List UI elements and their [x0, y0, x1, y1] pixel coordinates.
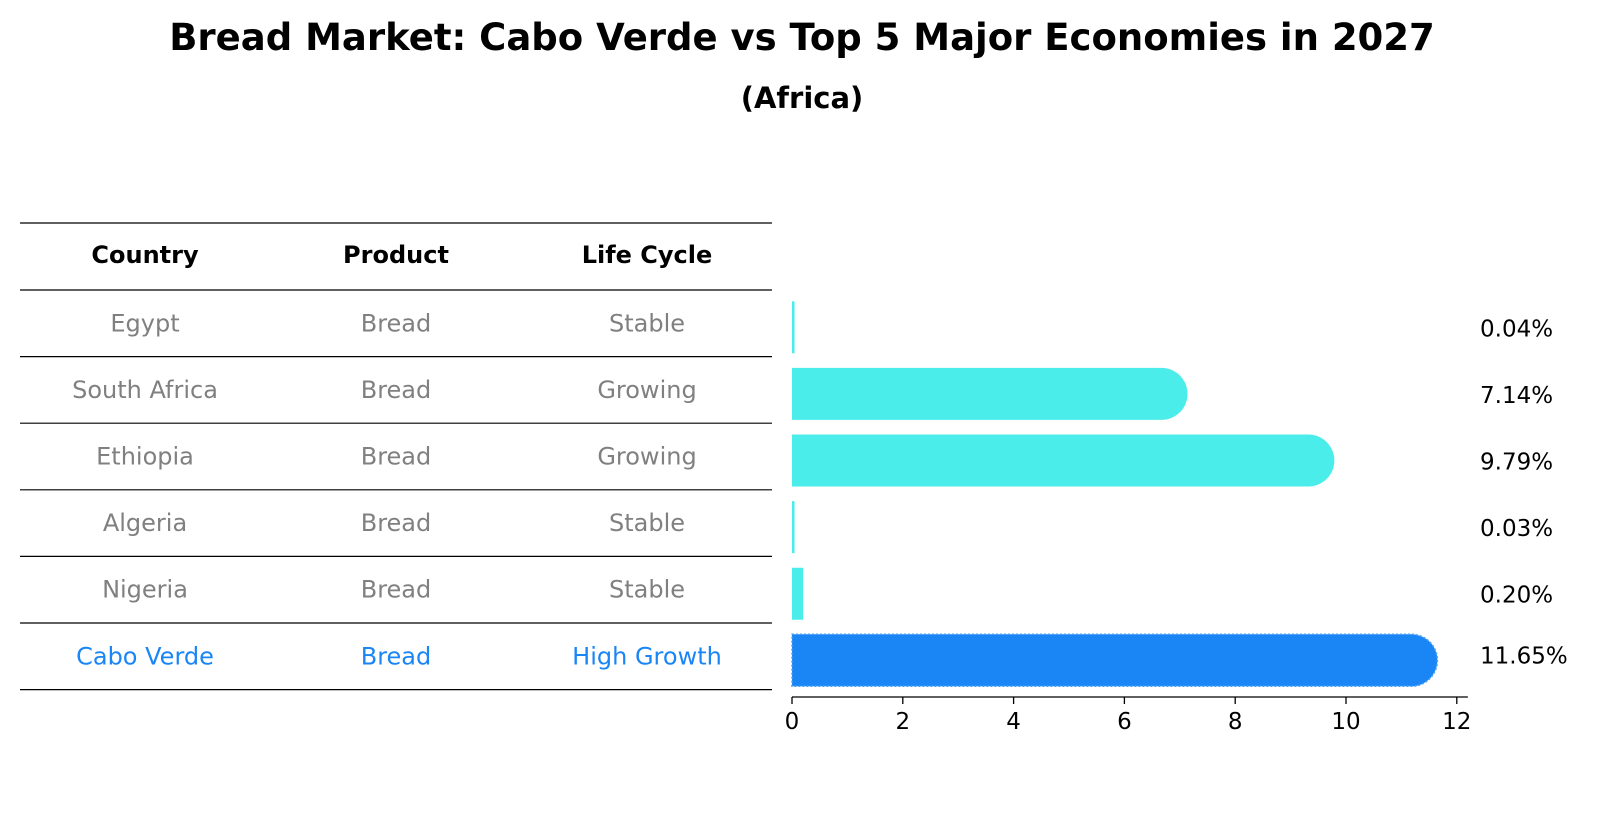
x-tick-label: 6 [1117, 709, 1132, 735]
table-cell-country: Cabo Verde [76, 642, 214, 670]
x-tick-label: 2 [895, 709, 910, 735]
table-cell-product: Bread [361, 509, 432, 537]
bar-south-africa [792, 367, 1188, 420]
bar-series [791, 301, 1439, 688]
table-header-country: Country [91, 241, 199, 269]
x-tick-label: 8 [1228, 709, 1243, 735]
table-cell-product: Bread [361, 376, 432, 404]
value-label: 0.03% [1480, 516, 1553, 542]
value-label: 9.79% [1480, 450, 1553, 476]
x-axis: 0 2 4 6 8 10 12 [785, 696, 1471, 735]
table-cell-country: Algeria [103, 509, 187, 537]
x-tick-label: 12 [1442, 709, 1471, 735]
table-cell-product: Bread [361, 443, 432, 471]
table-cell-life-cycle: Stable [609, 309, 685, 337]
chart-title: Bread Market: Cabo Verde vs Top 5 Major … [169, 16, 1435, 59]
bar-algeria [792, 501, 795, 554]
table-cell-country: Ethiopia [96, 443, 194, 471]
table-cell-life-cycle: High Growth [572, 642, 722, 670]
table-cell-country: Egypt [110, 309, 179, 337]
value-label: 0.04% [1480, 316, 1553, 342]
x-tick-label: 0 [785, 709, 800, 735]
x-tick-label: 4 [1006, 709, 1021, 735]
table-cell-life-cycle: Stable [609, 576, 685, 604]
table-cell-product: Bread [361, 309, 432, 337]
data-table: Country Product Life Cycle Egypt Bread Sta… [20, 222, 772, 691]
x-tick-label: 10 [1331, 709, 1360, 735]
chart-subtitle: (Africa) [741, 81, 864, 115]
value-labels: 0.04% 7.14% 9.79% 0.03% 0.20% 11.65% [1480, 316, 1568, 669]
bar-cabo-verde [791, 633, 1439, 688]
table-cell-life-cycle: Growing [597, 443, 696, 471]
value-label: 7.14% [1480, 383, 1553, 409]
table-cell-product: Bread [361, 642, 432, 670]
table-header-product: Product [343, 241, 449, 269]
table-header-life-cycle: Life Cycle [582, 241, 713, 269]
table-cell-country: Nigeria [102, 576, 188, 604]
value-label: 11.65% [1480, 643, 1568, 669]
bar-egypt [792, 301, 795, 354]
table-cell-life-cycle: Stable [609, 509, 685, 537]
bar-nigeria [792, 567, 804, 620]
bar-ethiopia [792, 434, 1335, 487]
table-cell-life-cycle: Growing [597, 376, 696, 404]
value-label: 0.20% [1480, 583, 1553, 609]
table-cell-country: South Africa [72, 376, 218, 404]
table-cell-product: Bread [361, 576, 432, 604]
